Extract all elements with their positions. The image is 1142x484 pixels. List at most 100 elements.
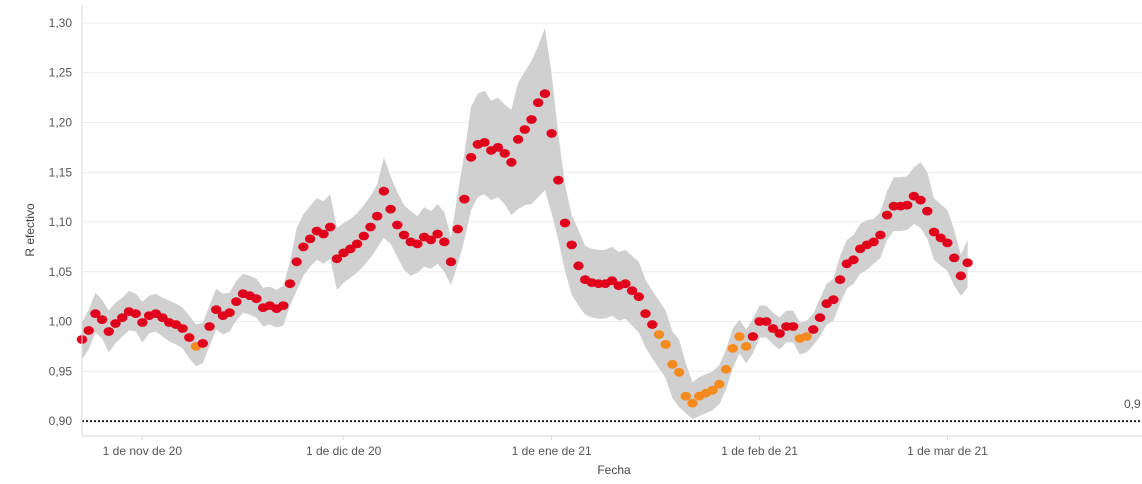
data-point	[868, 237, 879, 247]
data-point	[465, 152, 477, 162]
data-point	[358, 231, 369, 241]
data-point	[640, 309, 651, 318]
data-point	[741, 342, 752, 351]
data-point	[653, 330, 665, 339]
data-point	[808, 325, 819, 334]
data-point	[392, 220, 403, 230]
data-point	[318, 229, 329, 239]
data-point	[949, 253, 960, 263]
data-point	[761, 317, 772, 326]
data-point	[687, 398, 698, 408]
data-point	[734, 332, 745, 341]
data-point	[566, 240, 577, 250]
y-tick-label: 0,90	[49, 414, 73, 428]
data-point	[459, 194, 470, 204]
data-point	[492, 143, 504, 152]
data-point	[251, 294, 262, 304]
data-point	[881, 210, 893, 220]
data-point	[512, 135, 524, 144]
data-point	[714, 379, 725, 389]
data-point	[177, 324, 188, 333]
grid-layer	[82, 22, 1142, 422]
data-point	[962, 258, 973, 268]
data-point	[345, 244, 356, 254]
data-point	[137, 318, 148, 327]
data-point	[606, 276, 618, 286]
x-tick-label: 1 de dic de 20	[306, 444, 382, 458]
data-point	[204, 322, 215, 331]
data-point	[184, 333, 195, 342]
data-point	[304, 234, 316, 244]
data-point	[385, 204, 396, 214]
data-point	[130, 309, 141, 318]
data-point	[231, 297, 242, 306]
data-point	[660, 340, 671, 349]
data-point	[499, 149, 510, 158]
y-tick-label: 1,30	[49, 16, 73, 30]
data-point	[452, 224, 463, 234]
data-point	[667, 359, 678, 369]
data-point	[506, 157, 517, 167]
y-tick-label: 1,20	[49, 116, 73, 130]
x-tick-label: 1 de nov de 20	[103, 444, 183, 458]
data-point	[720, 364, 732, 374]
y-tick-label: 1,15	[49, 165, 73, 179]
data-point	[83, 326, 94, 335]
data-point	[620, 279, 631, 289]
data-point	[378, 186, 390, 196]
data-point	[197, 339, 208, 348]
data-point	[90, 309, 101, 318]
data-point	[533, 98, 544, 107]
data-point	[553, 175, 564, 185]
x-tick-label: 1 de mar de 21	[907, 444, 988, 458]
data-point	[774, 329, 785, 338]
data-point	[828, 295, 839, 305]
data-point	[398, 230, 410, 240]
data-point	[539, 89, 551, 98]
data-point	[425, 235, 437, 245]
data-point	[955, 271, 967, 281]
data-point	[117, 313, 128, 322]
data-point	[680, 391, 691, 401]
data-point	[928, 227, 940, 237]
y-tick-label: 1,10	[49, 215, 73, 229]
data-point	[626, 286, 638, 296]
data-point	[211, 305, 222, 314]
x-tick-label: 1 de feb de 21	[721, 444, 798, 458]
data-point	[559, 218, 571, 228]
y-axis: 0,90 0,95 1,00 1,05 1,10 1,15 1,20 1,25 1,30	[49, 6, 83, 436]
data-point	[278, 301, 289, 310]
data-point	[647, 320, 658, 329]
data-point	[224, 308, 235, 317]
data-point	[291, 257, 302, 267]
data-point	[814, 313, 826, 322]
data-point	[331, 254, 343, 264]
data-point	[432, 229, 443, 239]
data-point	[546, 129, 557, 138]
data-point	[103, 327, 115, 336]
data-point	[284, 279, 296, 289]
data-point	[787, 322, 799, 331]
data-point	[707, 385, 718, 395]
y-tick-label: 1,05	[49, 265, 73, 279]
data-point	[365, 222, 376, 232]
data-point	[727, 344, 738, 353]
data-point	[633, 292, 644, 302]
data-point	[445, 257, 457, 267]
reference-line-label: 0,9	[1124, 397, 1141, 411]
x-axis-title: Fecha	[597, 463, 631, 477]
data-point	[439, 237, 450, 247]
data-point	[412, 239, 423, 249]
data-point	[767, 324, 779, 333]
data-point	[801, 332, 812, 341]
data-point	[834, 275, 846, 285]
points-layer	[76, 89, 973, 408]
data-point	[875, 230, 886, 240]
data-point	[935, 233, 946, 243]
data-point	[922, 206, 933, 216]
data-point	[673, 367, 685, 377]
data-point	[848, 255, 859, 265]
y-tick-label: 0,95	[49, 364, 73, 378]
